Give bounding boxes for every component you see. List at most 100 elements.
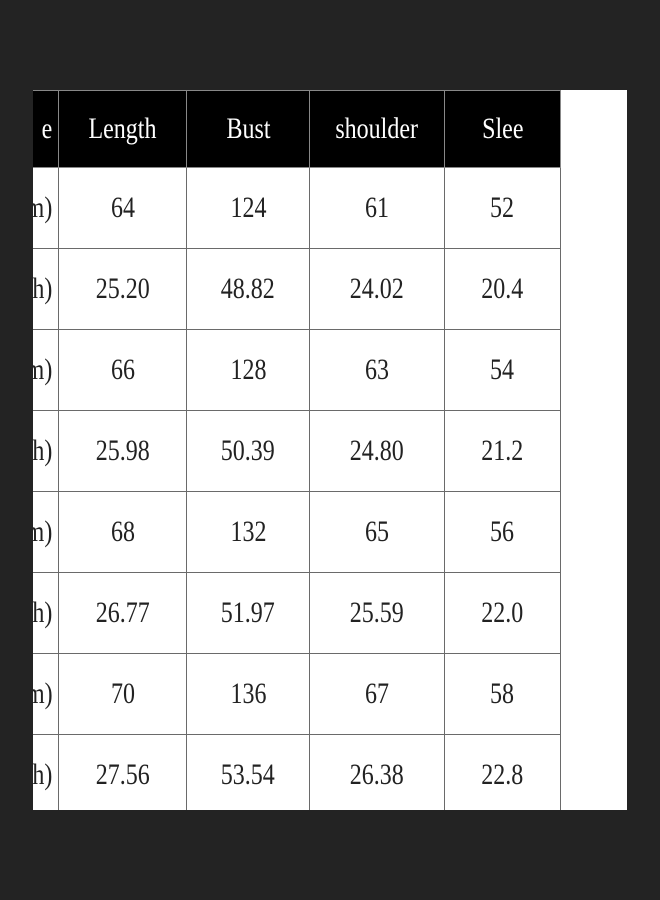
- cell-text: 25.59: [349, 596, 404, 629]
- table-cell: 128: [186, 329, 310, 411]
- cell-text: 54: [490, 353, 515, 386]
- table-row: m) 66 128 63 54: [33, 329, 562, 411]
- size-table: e Length Bust shoulder Slee m) 64 124 61 52 ch) 25…: [33, 90, 562, 810]
- cell-text: 22.0: [481, 596, 524, 629]
- cell-text: shoulder: [335, 112, 419, 145]
- table-cell: m): [33, 491, 60, 573]
- cell-text: m): [33, 191, 53, 224]
- cell-text: 21.2: [481, 434, 524, 467]
- cell-text: ch): [33, 272, 53, 305]
- cell-text: 65: [364, 515, 389, 548]
- cell-text: 53.54: [221, 758, 276, 791]
- table-cell: 22.8: [443, 734, 562, 810]
- cell-text: m): [33, 515, 53, 548]
- cell-text: 64: [110, 191, 135, 224]
- cell-text: ch): [33, 434, 53, 467]
- cell-text: m): [33, 353, 53, 386]
- table-cell: 25.98: [58, 410, 188, 492]
- header-cell: shoulder: [308, 90, 445, 168]
- table-cell: 24.80: [308, 410, 445, 492]
- cell-text: 56: [490, 515, 515, 548]
- cell-text: 25.20: [95, 272, 150, 305]
- table-cell: 27.56: [58, 734, 188, 810]
- table-cell: m): [33, 329, 60, 411]
- cell-text: 52: [490, 191, 515, 224]
- table-cell: 66: [58, 329, 188, 411]
- cell-text: nch): [33, 758, 53, 791]
- cell-text: 22.8: [481, 758, 524, 791]
- header-row: e Length Bust shoulder Slee: [33, 90, 562, 168]
- table-cell: 48.82: [186, 248, 310, 330]
- cell-text: Length: [88, 112, 157, 145]
- table-cell: 64: [58, 167, 188, 249]
- table-cell: 21.2: [443, 410, 562, 492]
- table-cell: ch): [33, 572, 60, 654]
- cell-text: 25.98: [95, 434, 150, 467]
- cell-text: e: [41, 112, 53, 145]
- cell-text: 26.77: [95, 596, 150, 629]
- cell-text: Slee: [481, 112, 524, 145]
- table-cell: 53.54: [186, 734, 310, 810]
- cell-text: 124: [230, 191, 267, 224]
- table-cell: 124: [186, 167, 310, 249]
- header-cell: Bust: [186, 90, 310, 168]
- table-cell: 70: [58, 653, 188, 735]
- table-cell: 54: [443, 329, 562, 411]
- table-cell: 52: [443, 167, 562, 249]
- table-cell: 25.20: [58, 248, 188, 330]
- cell-text: 61: [364, 191, 389, 224]
- cell-text: 67: [364, 677, 389, 710]
- cell-text: Bust: [226, 112, 271, 145]
- table-row: ch) 25.20 48.82 24.02 20.4: [33, 248, 562, 330]
- table-cell: 20.4: [443, 248, 562, 330]
- cell-text: 128: [230, 353, 267, 386]
- table-row: ch) 26.77 51.97 25.59 22.0: [33, 572, 562, 654]
- table-cell: 51.97: [186, 572, 310, 654]
- cell-text: 26.38: [349, 758, 404, 791]
- table-cell: 24.02: [308, 248, 445, 330]
- cell-text: 136: [230, 677, 267, 710]
- table-row: m) 68 132 65 56: [33, 491, 562, 573]
- table-cell: nch): [33, 734, 60, 810]
- header-cell: e: [33, 90, 60, 168]
- table-cell: 61: [308, 167, 445, 249]
- cell-text: 63: [364, 353, 389, 386]
- cell-text: ch): [33, 596, 53, 629]
- cell-text: 27.56: [95, 758, 150, 791]
- table-cell: 67: [308, 653, 445, 735]
- table-cell: 25.59: [308, 572, 445, 654]
- table-row: cm) 70 136 67 58: [33, 653, 562, 735]
- cell-text: 24.02: [349, 272, 404, 305]
- header-cell: Slee: [443, 90, 562, 168]
- cell-text: 48.82: [221, 272, 276, 305]
- cell-text: 20.4: [481, 272, 524, 305]
- table-cell: 63: [308, 329, 445, 411]
- size-table-view: e Length Bust shoulder Slee m) 64 124 61 52 ch) 25…: [33, 90, 627, 810]
- table-cell: 26.77: [58, 572, 188, 654]
- cell-text: cm): [33, 677, 53, 710]
- cell-text: 58: [490, 677, 515, 710]
- table-cell: ch): [33, 410, 60, 492]
- table-cell: 22.0: [443, 572, 562, 654]
- table-cell: 65: [308, 491, 445, 573]
- table-cell: ch): [33, 248, 60, 330]
- header-cell: Length: [58, 90, 188, 168]
- table-cell: 132: [186, 491, 310, 573]
- cell-text: 68: [110, 515, 135, 548]
- table-row: ch) 25.98 50.39 24.80 21.2: [33, 410, 562, 492]
- table-row: m) 64 124 61 52: [33, 167, 562, 249]
- table-cell: m): [33, 167, 60, 249]
- table-cell: 50.39: [186, 410, 310, 492]
- cell-text: 50.39: [221, 434, 276, 467]
- cell-text: 51.97: [221, 596, 276, 629]
- table-cell: 68: [58, 491, 188, 573]
- cell-text: 66: [110, 353, 135, 386]
- table-cell: 136: [186, 653, 310, 735]
- table-cell: 56: [443, 491, 562, 573]
- cell-text: 24.80: [349, 434, 404, 467]
- table-cell: 26.38: [308, 734, 445, 810]
- table-cell: cm): [33, 653, 60, 735]
- table-cell: 58: [443, 653, 562, 735]
- cell-text: 132: [230, 515, 267, 548]
